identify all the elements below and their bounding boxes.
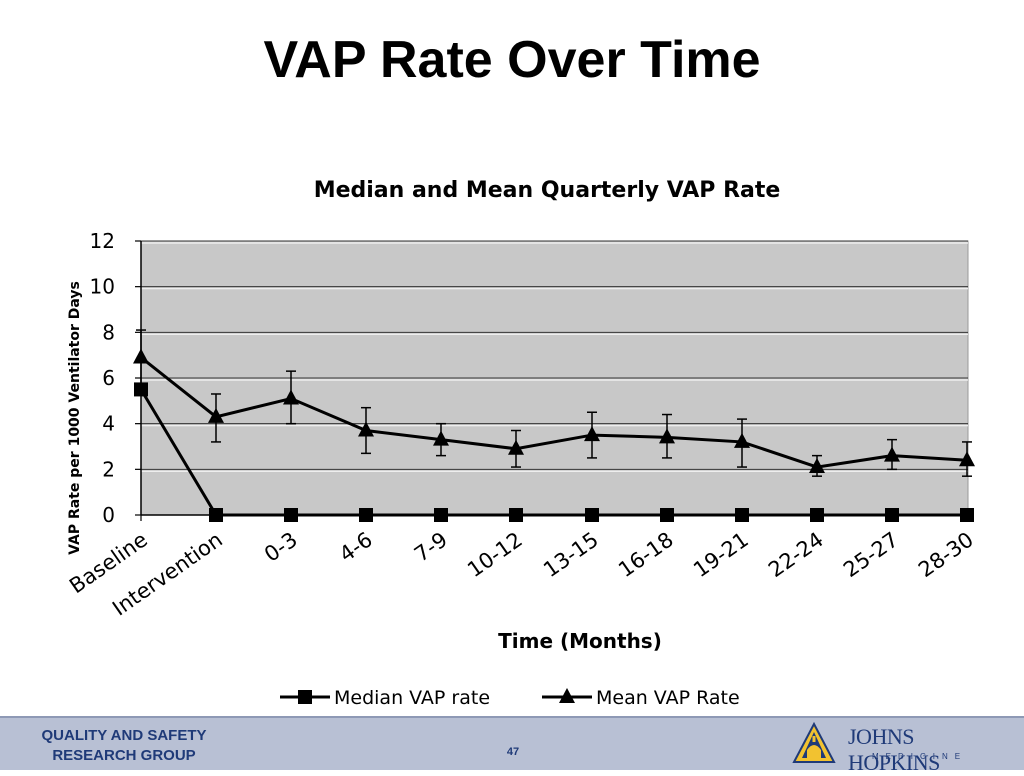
footer-org-line1: QUALITY AND SAFETY bbox=[41, 727, 207, 744]
logo-wordmark: JOHNS HOPKINS bbox=[848, 724, 940, 775]
mean-series-line bbox=[140, 356, 968, 469]
median-point bbox=[509, 508, 523, 522]
y-tick-label: 8 bbox=[102, 320, 115, 344]
mean-point bbox=[433, 430, 449, 446]
y-tick-label: 10 bbox=[90, 275, 115, 299]
mean-point bbox=[659, 428, 675, 444]
x-tick-label: 28-30 bbox=[914, 527, 978, 582]
mean-point bbox=[884, 446, 900, 462]
mean-point bbox=[358, 421, 374, 437]
footer-bar bbox=[0, 716, 1024, 770]
x-tick-label: 16-18 bbox=[614, 527, 678, 582]
median-point bbox=[810, 508, 824, 522]
mean-point bbox=[734, 432, 750, 448]
footer-org-name: QUALITY AND SAFETY RESEARCH GROUP bbox=[14, 726, 234, 766]
median-point bbox=[660, 508, 674, 522]
page-number: 47 bbox=[506, 746, 520, 758]
chart-title: Median and Mean Quarterly VAP Rate bbox=[313, 178, 781, 203]
mean-point bbox=[133, 348, 149, 364]
median-point bbox=[960, 508, 974, 522]
johns-hopkins-shield-icon bbox=[792, 722, 836, 763]
x-tick-label: 10-12 bbox=[463, 527, 527, 582]
mean-point bbox=[584, 426, 600, 442]
y-tick-label: 0 bbox=[102, 503, 115, 527]
y-tick-label: 12 bbox=[90, 229, 115, 253]
slide-title: VAP Rate Over Time bbox=[263, 31, 761, 89]
median-point bbox=[885, 508, 899, 522]
mean-point bbox=[959, 451, 975, 467]
y-tick-label: 6 bbox=[102, 366, 115, 390]
x-tick-label: 19-21 bbox=[689, 527, 753, 582]
median-point bbox=[434, 508, 448, 522]
x-tick-label: 4-6 bbox=[335, 527, 377, 566]
mean-point bbox=[283, 389, 299, 405]
legend-mean-marker bbox=[559, 688, 575, 703]
median-series-line bbox=[139, 388, 967, 517]
x-tick-label: 0-3 bbox=[260, 527, 302, 566]
mean-point bbox=[508, 439, 524, 455]
x-tick-label: 25-27 bbox=[839, 527, 903, 582]
mean-point bbox=[208, 407, 224, 423]
median-point bbox=[134, 382, 148, 397]
x-tick-label: 22-24 bbox=[764, 527, 828, 582]
median-point bbox=[735, 508, 749, 522]
median-point bbox=[585, 508, 599, 522]
legend-median-label: Median VAP rate bbox=[334, 687, 490, 709]
x-tick-label: 7-9 bbox=[410, 527, 452, 566]
legend-mean-label: Mean VAP Rate bbox=[596, 687, 740, 709]
logo-subtitle: MEDICINE bbox=[872, 752, 968, 761]
mean-point bbox=[809, 458, 825, 474]
legend-median-marker bbox=[298, 690, 312, 704]
x-tick-label: 13-15 bbox=[539, 527, 603, 582]
median-point bbox=[284, 508, 298, 522]
x-axis-label: Time (Months) bbox=[498, 629, 662, 653]
median-point bbox=[209, 508, 223, 522]
y-axis-label: VAP Rate per 1000 Ventilator Days bbox=[67, 281, 83, 555]
y-tick-label: 2 bbox=[102, 457, 115, 481]
y-tick-label: 4 bbox=[102, 412, 115, 436]
median-point bbox=[359, 508, 373, 522]
footer-org-line2: RESEARCH GROUP bbox=[52, 747, 196, 764]
